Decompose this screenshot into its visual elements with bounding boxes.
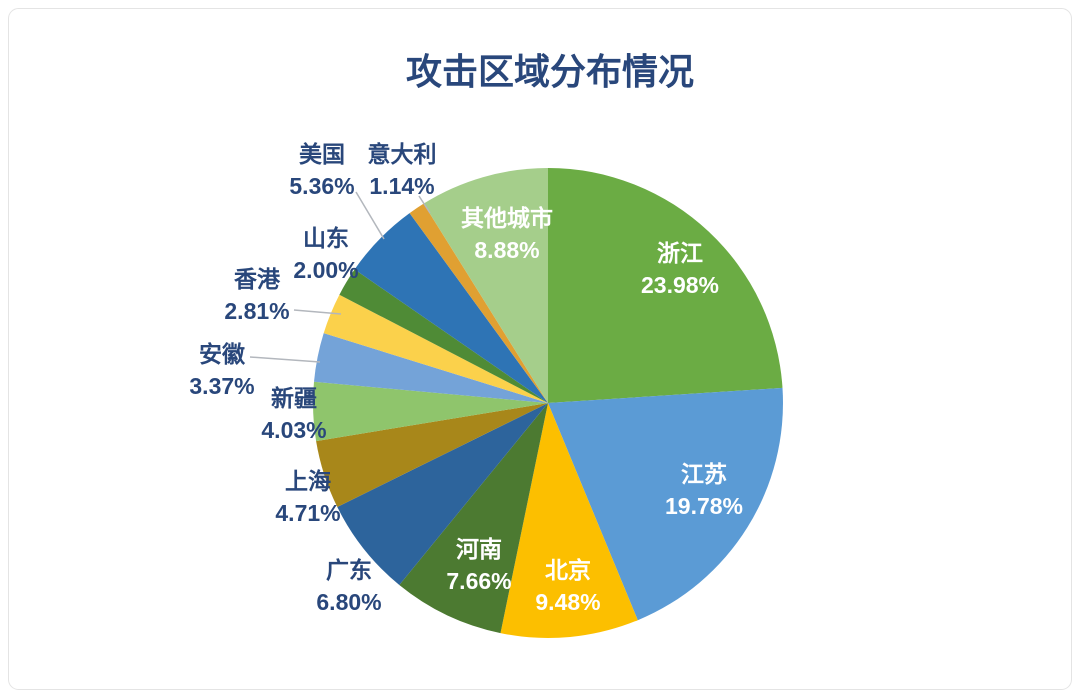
slice-name-label-6: 上海 xyxy=(285,468,331,494)
pie-slice-12 xyxy=(409,203,548,403)
slice-pct-label-6: 4.71% xyxy=(275,500,340,526)
slice-pct-label-5: 6.80% xyxy=(316,589,381,615)
slice-name-label-3: 北京 xyxy=(545,557,591,583)
slice-name-label-4: 河南 xyxy=(456,536,502,562)
slice-pct-label-2: 19.78% xyxy=(665,493,743,519)
slice-pct-label-3: 9.48% xyxy=(535,589,600,615)
slice-pct-label-7: 4.03% xyxy=(261,417,326,443)
pie-slice-11 xyxy=(354,213,548,403)
slice-name-label-5: 广东 xyxy=(326,557,372,583)
leader-line-11 xyxy=(355,191,385,240)
pie-slice-13 xyxy=(423,167,548,403)
slice-pct-label-12: 1.14% xyxy=(369,173,434,199)
slice-pct-label-8: 3.37% xyxy=(189,373,254,399)
pie-slices-group xyxy=(313,167,783,638)
pie-slice-3 xyxy=(500,403,638,638)
pie-slice-7 xyxy=(313,381,548,442)
chart-title: 攻击区域分布情况 xyxy=(406,51,694,92)
slice-pct-label-13: 8.88% xyxy=(474,237,539,263)
slice-pct-label-1: 23.98% xyxy=(641,272,719,298)
slice-name-label-9: 香港 xyxy=(234,266,281,292)
pie-slice-4 xyxy=(399,403,548,634)
pie-slice-2 xyxy=(548,387,783,621)
pie-slice-8 xyxy=(314,333,548,403)
slice-name-label-10: 山东 xyxy=(303,225,349,251)
slice-name-label-12: 意大利 xyxy=(368,141,437,167)
slice-name-label-8: 安徽 xyxy=(199,341,246,367)
leader-lines-group xyxy=(249,191,431,363)
pie-slice-9 xyxy=(323,294,548,403)
slice-name-label-11: 美国 xyxy=(299,141,345,167)
slice-labels-group: 浙江 23.98% 江苏 19.78% 北京 9.48% 河南 7.66% 广东 6.80% 上海 4… xyxy=(189,141,743,615)
pie-slice-6 xyxy=(316,403,548,507)
slice-pct-label-10: 2.00% xyxy=(293,257,358,283)
leader-line-12 xyxy=(418,195,431,214)
slice-name-label-2: 江苏 xyxy=(681,461,727,487)
pie-slice-1 xyxy=(548,168,783,403)
pie-slice-5 xyxy=(337,403,548,585)
pie-slice-10 xyxy=(339,269,548,403)
slice-pct-label-4: 7.66% xyxy=(446,568,511,594)
leader-line-9 xyxy=(293,309,342,315)
slice-pct-label-9: 2.81% xyxy=(224,298,289,324)
slice-name-label-7: 新疆 xyxy=(271,385,317,411)
slice-name-label-13: 其他城市 xyxy=(461,205,553,231)
slice-name-label-1: 浙江 xyxy=(657,240,703,266)
slice-pct-label-11: 5.36% xyxy=(289,173,354,199)
leader-line-8 xyxy=(249,356,321,363)
